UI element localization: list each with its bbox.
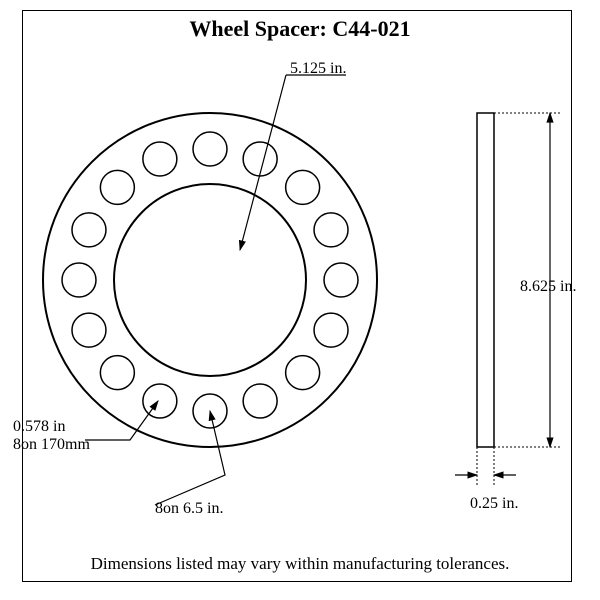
page-title: Wheel Spacer: C44-021 [0,16,600,42]
height-label: 8.625 in. [520,278,576,296]
hole-dia-value: 0.578 in [13,418,65,435]
hole-pattern-1: 8on 170mm [13,436,90,453]
diagram-container: Wheel Spacer: C44-021 5.125 in. 8.625 in… [0,0,600,600]
bolt-pattern-label: 8on 6.5 in. [155,500,223,518]
footnote-text: Dimensions listed may vary within manufa… [0,554,600,574]
thickness-label: 0.25 in. [470,495,518,513]
hole-diameter-label: 0.578 in 8on 170mm [13,418,90,454]
bore-diameter-label: 5.125 in. [290,60,346,78]
